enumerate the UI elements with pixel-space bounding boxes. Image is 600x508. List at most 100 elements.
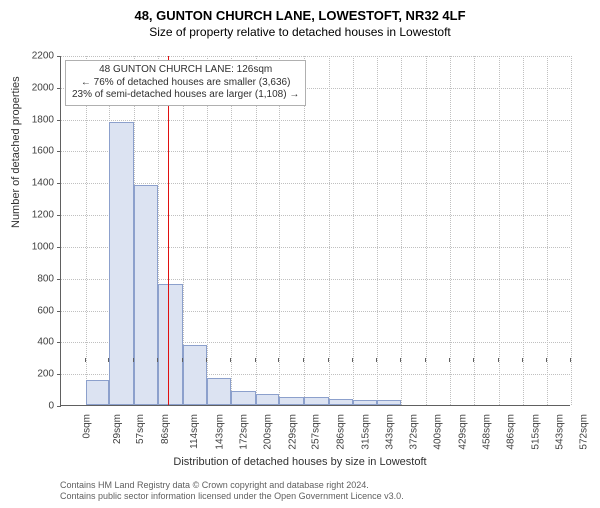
histogram-bar <box>353 400 378 405</box>
xtick-mark <box>206 358 207 362</box>
page-title: 48, GUNTON CHURCH LANE, LOWESTOFT, NR32 … <box>0 8 600 23</box>
xtick-mark <box>182 358 183 362</box>
histogram-bar <box>183 345 208 405</box>
ytick-mark <box>57 215 61 216</box>
ytick-label: 1800 <box>0 114 54 125</box>
ytick-label: 0 <box>0 401 54 412</box>
histogram-bar <box>329 399 353 405</box>
gridline-v <box>450 56 451 405</box>
annotation-line2: ← 76% of detached houses are smaller (3,… <box>72 77 299 90</box>
gridline-v <box>377 56 378 405</box>
xtick-mark <box>278 358 279 362</box>
xtick-mark <box>376 358 377 362</box>
xtick-label: 200sqm <box>263 414 274 450</box>
xtick-label: 257sqm <box>311 414 322 450</box>
gridline-v <box>207 56 208 405</box>
gridline-v <box>547 56 548 405</box>
gridline-v <box>499 56 500 405</box>
xtick-mark <box>133 358 134 362</box>
xtick-mark <box>255 358 256 362</box>
ytick-label: 1400 <box>0 178 54 189</box>
ytick-label: 400 <box>0 337 54 348</box>
annotation-line1: 48 GUNTON CHURCH LANE: 126sqm <box>72 64 299 77</box>
xtick-label: 572sqm <box>579 414 590 450</box>
footer-line1: Contains HM Land Registry data © Crown c… <box>60 480 404 491</box>
histogram-bar <box>158 284 183 405</box>
gridline-v <box>304 56 305 405</box>
gridline-v <box>426 56 427 405</box>
xtick-mark <box>449 358 450 362</box>
xtick-label: 114sqm <box>189 414 200 449</box>
histogram-bar <box>207 378 231 405</box>
ytick-mark <box>57 342 61 343</box>
gridline-v <box>279 56 280 405</box>
xtick-mark <box>108 358 109 362</box>
gridline-h <box>61 56 570 57</box>
ytick-label: 600 <box>0 305 54 316</box>
gridline-v <box>256 56 257 405</box>
xtick-mark <box>303 358 304 362</box>
xtick-mark <box>570 358 571 362</box>
xtick-mark <box>352 358 353 362</box>
xtick-label: 29sqm <box>112 414 123 444</box>
ytick-mark <box>57 56 61 57</box>
x-axis-label: Distribution of detached houses by size … <box>0 456 600 468</box>
gridline-v <box>231 56 232 405</box>
xtick-mark <box>60 358 61 362</box>
xtick-mark <box>157 358 158 362</box>
xtick-label: 86sqm <box>160 414 171 444</box>
xtick-mark <box>400 358 401 362</box>
plot-area: 48 GUNTON CHURCH LANE: 126sqm ← 76% of d… <box>60 56 570 406</box>
ytick-label: 800 <box>0 273 54 284</box>
ytick-mark <box>57 406 61 407</box>
footer-line2: Contains public sector information licen… <box>60 491 404 502</box>
xtick-label: 515sqm <box>530 414 541 450</box>
xtick-label: 429sqm <box>457 414 468 450</box>
ytick-mark <box>57 279 61 280</box>
annotation-line3: 23% of semi-detached houses are larger (… <box>72 89 299 102</box>
gridline-h <box>61 183 570 184</box>
ytick-label: 1200 <box>0 210 54 221</box>
xtick-mark <box>522 358 523 362</box>
annotation-box: 48 GUNTON CHURCH LANE: 126sqm ← 76% of d… <box>65 60 306 106</box>
xtick-mark <box>425 358 426 362</box>
xtick-mark <box>328 358 329 362</box>
xtick-label: 57sqm <box>135 414 146 444</box>
histogram-bar <box>134 185 158 405</box>
xtick-label: 143sqm <box>214 414 225 450</box>
histogram-bar <box>377 400 401 405</box>
histogram-bar <box>256 394 280 405</box>
histogram-bar <box>86 380 110 405</box>
page-subtitle: Size of property relative to detached ho… <box>0 25 600 39</box>
ytick-mark <box>57 374 61 375</box>
gridline-h <box>61 151 570 152</box>
gridline-v <box>401 56 402 405</box>
xtick-label: 229sqm <box>287 414 298 450</box>
ytick-mark <box>57 120 61 121</box>
ytick-mark <box>57 311 61 312</box>
ytick-mark <box>57 151 61 152</box>
footer-attribution: Contains HM Land Registry data © Crown c… <box>60 480 404 503</box>
ytick-mark <box>57 88 61 89</box>
xtick-mark <box>498 358 499 362</box>
histogram-bar <box>279 397 304 405</box>
ytick-label: 1000 <box>0 241 54 252</box>
gridline-v <box>474 56 475 405</box>
ytick-label: 2000 <box>0 82 54 93</box>
xtick-mark <box>546 358 547 362</box>
gridline-v <box>523 56 524 405</box>
xtick-label: 0sqm <box>81 414 92 438</box>
xtick-label: 486sqm <box>506 414 517 450</box>
xtick-label: 172sqm <box>239 414 250 450</box>
reference-line <box>168 56 169 405</box>
ytick-mark <box>57 183 61 184</box>
gridline-v <box>353 56 354 405</box>
ytick-mark <box>57 247 61 248</box>
ytick-label: 200 <box>0 369 54 380</box>
gridline-v <box>86 56 87 405</box>
gridline-v <box>329 56 330 405</box>
histogram-bar <box>304 397 329 405</box>
gridline-v <box>571 56 572 405</box>
xtick-label: 400sqm <box>433 414 444 450</box>
xtick-label: 315sqm <box>360 414 371 450</box>
